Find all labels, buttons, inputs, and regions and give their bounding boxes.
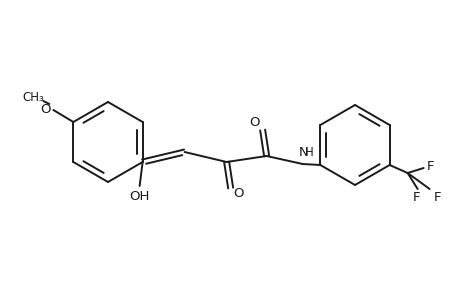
Text: O: O	[40, 103, 50, 116]
Text: CH₃: CH₃	[22, 91, 44, 103]
Text: F: F	[433, 190, 441, 203]
Text: N: N	[298, 146, 308, 158]
Text: O: O	[233, 187, 243, 200]
Text: H: H	[305, 146, 313, 158]
Text: OH: OH	[129, 190, 150, 202]
Text: O: O	[249, 116, 259, 128]
Text: F: F	[412, 190, 420, 203]
Text: F: F	[426, 160, 433, 172]
